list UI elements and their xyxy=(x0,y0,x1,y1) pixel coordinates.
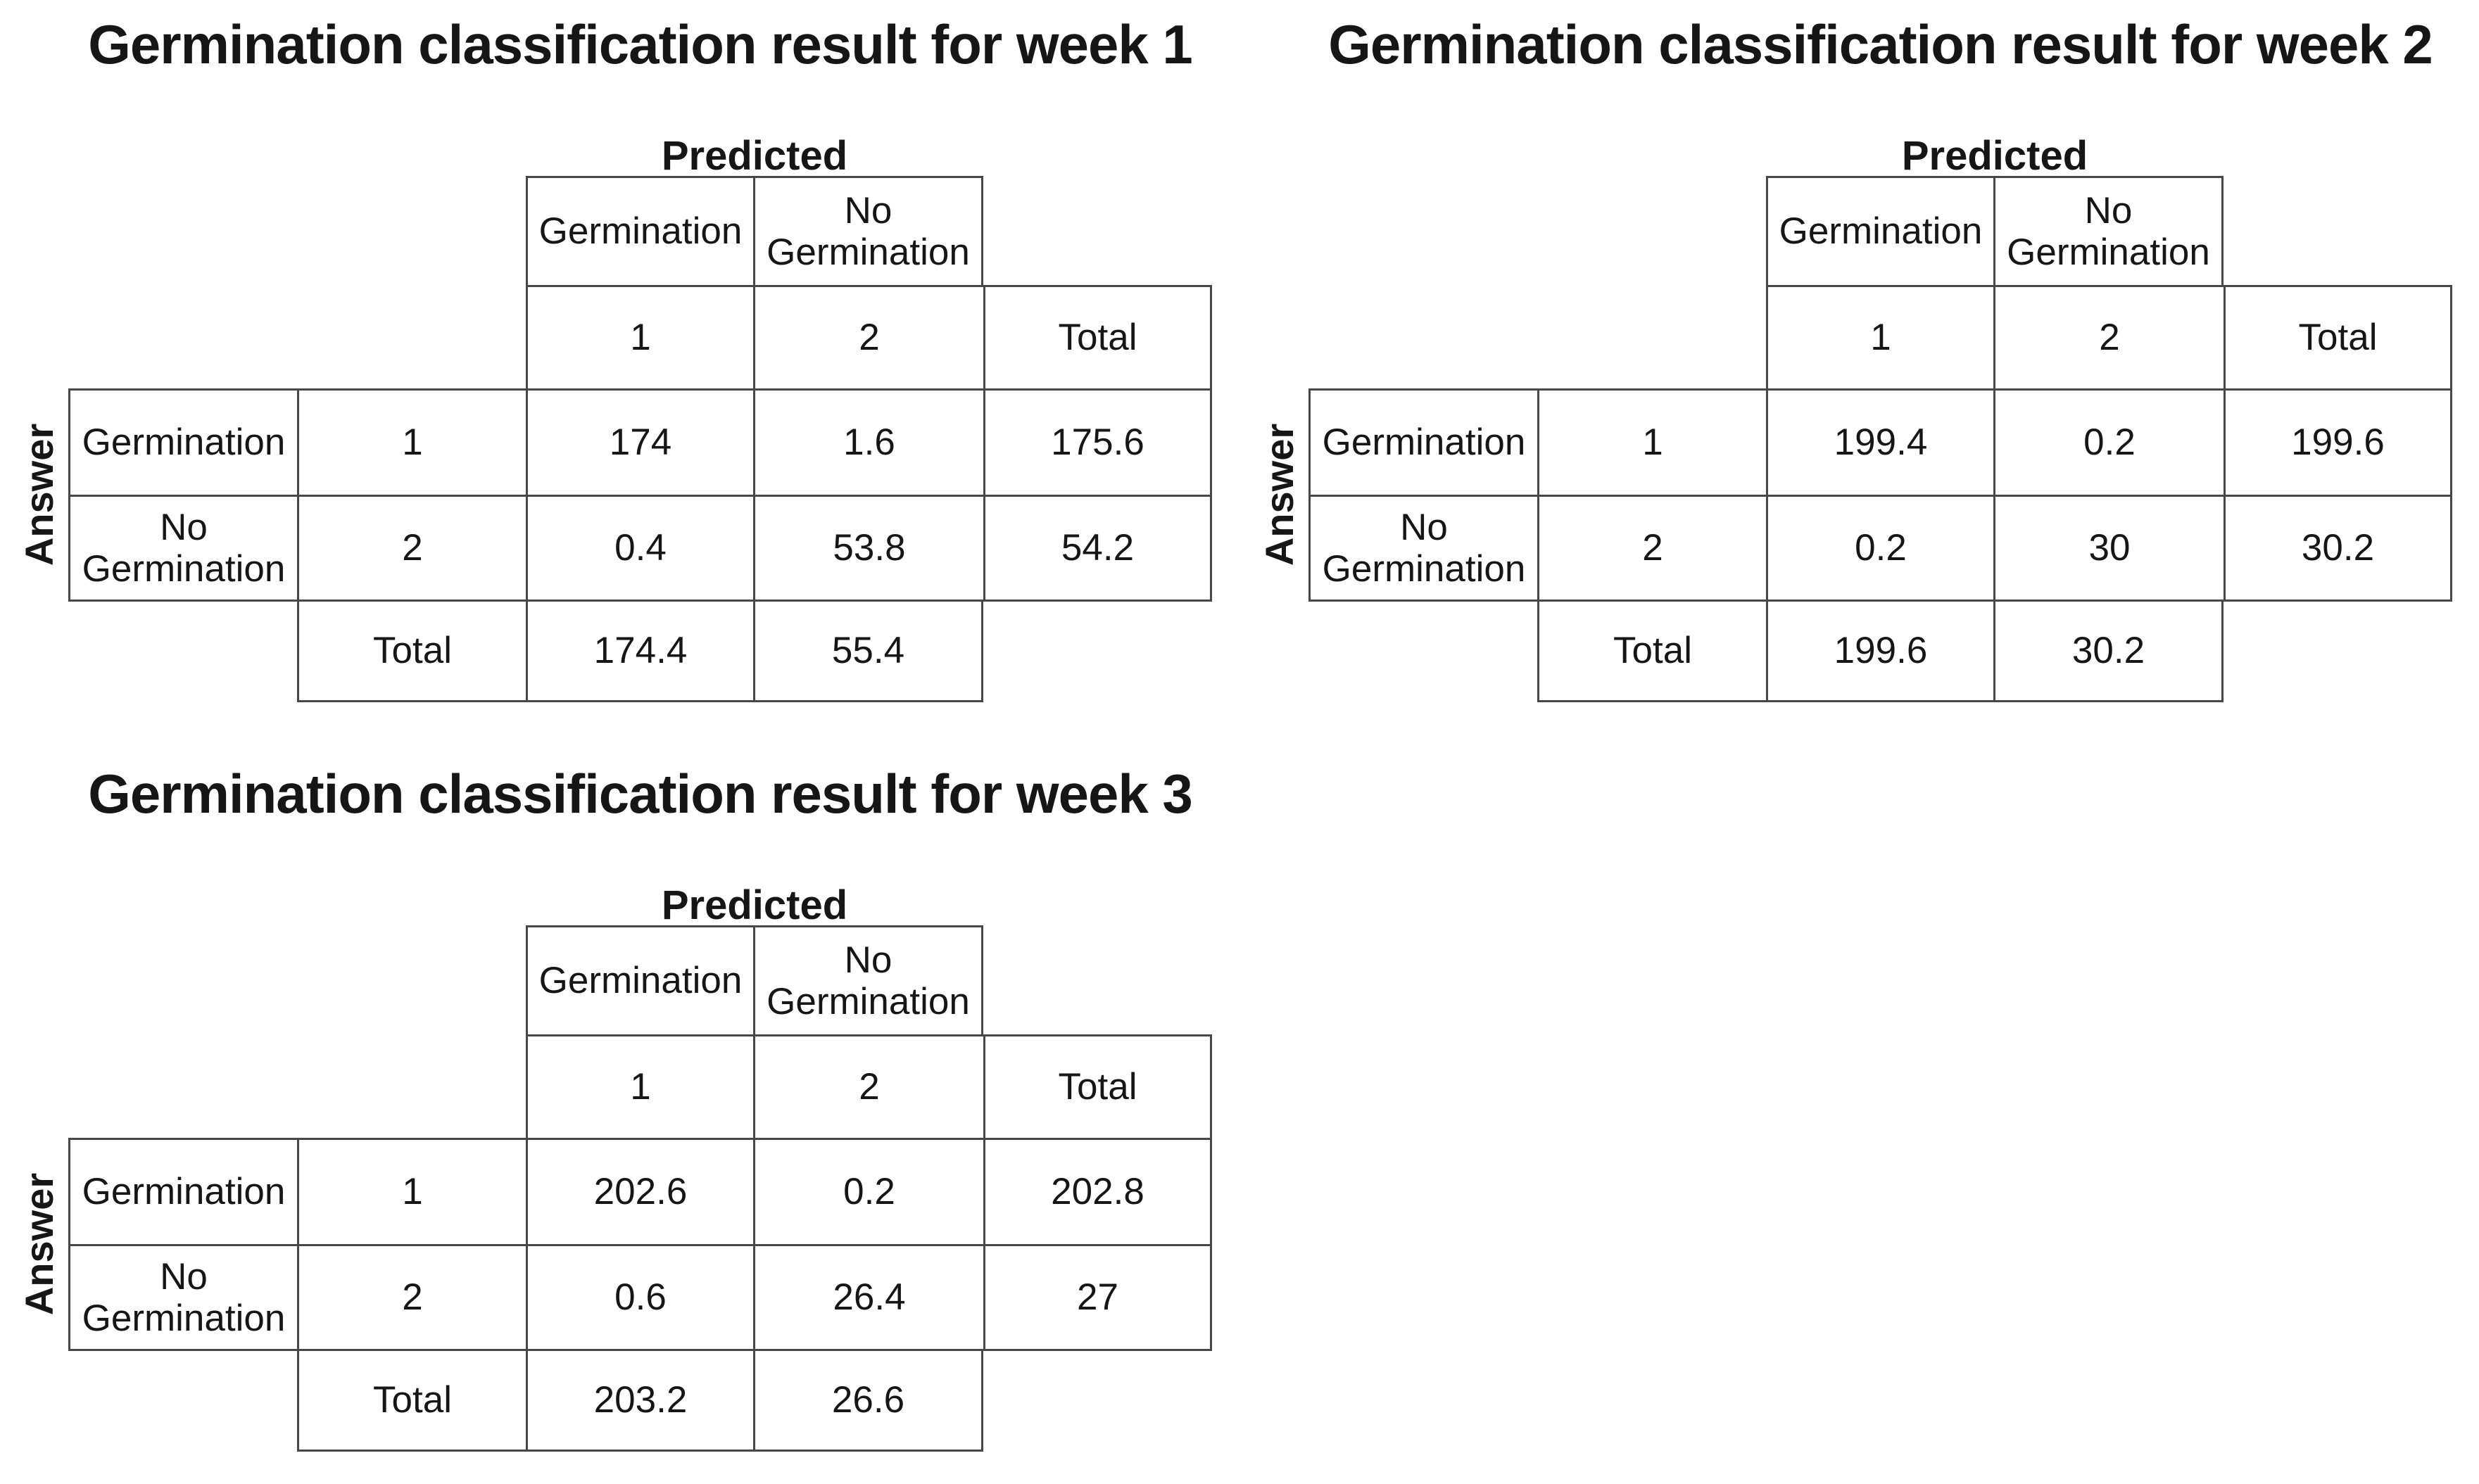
row-code-cell: 2 xyxy=(297,1244,526,1351)
matrix-cell: 0.2 xyxy=(753,1138,983,1244)
row-total-cell: 27 xyxy=(983,1244,1212,1351)
matrix-cell: 0.4 xyxy=(526,495,753,602)
code-cell-2: 2 xyxy=(1993,285,2223,388)
header-cell-no-germination: No Germination xyxy=(1993,176,2223,285)
matrix-cell: 26.4 xyxy=(753,1244,983,1351)
code-cell-2: 2 xyxy=(753,1034,983,1138)
code-cell-1: 1 xyxy=(1766,285,1993,388)
row-total-cell: 30.2 xyxy=(2223,495,2452,602)
row-total-cell: 202.8 xyxy=(983,1138,1212,1244)
table-title-week-3: Germination classification result for we… xyxy=(88,763,1193,825)
matrix-cell: 30 xyxy=(1993,495,2223,602)
column-total-cell: 203.2 xyxy=(526,1351,753,1452)
total-row-label: Total xyxy=(1537,602,1766,702)
answer-axis-label: Answer xyxy=(16,423,61,566)
confusion-table-week-3: Germination classification result for we… xyxy=(17,749,1212,1461)
predicted-axis-label: Predicted xyxy=(1901,133,2088,179)
row-label-no-germination: No Germination xyxy=(68,495,297,602)
predicted-axis-label: Predicted xyxy=(661,882,848,928)
header-cell-no-germination: No Germination xyxy=(753,925,983,1034)
row-code-cell: 2 xyxy=(297,495,526,602)
code-cell-1: 1 xyxy=(526,285,753,388)
confusion-table-week-1: Germination classification result for we… xyxy=(17,0,1212,712)
row-code-cell: 2 xyxy=(1537,495,1766,602)
matrix-cell: 0.6 xyxy=(526,1244,753,1351)
column-total-cell: 30.2 xyxy=(1993,602,2223,702)
matrix-cell: 174 xyxy=(526,388,753,495)
row-label-no-germination: No Germination xyxy=(1308,495,1537,602)
header-cell-no-germination: No Germination xyxy=(753,176,983,285)
row-total-cell: 54.2 xyxy=(983,495,1212,602)
column-total-cell: 55.4 xyxy=(753,602,983,702)
code-cell-2: 2 xyxy=(753,285,983,388)
row-code-cell: 1 xyxy=(297,388,526,495)
row-label-germination: Germination xyxy=(68,388,297,495)
confusion-grid: Germination No Germination 1 2 Total Ger… xyxy=(68,176,1212,702)
row-total-cell: 199.6 xyxy=(2223,388,2452,495)
answer-axis-label: Answer xyxy=(16,1172,61,1316)
row-code-cell: 1 xyxy=(1537,388,1766,495)
matrix-cell: 199.4 xyxy=(1766,388,1993,495)
header-cell-germination: Germination xyxy=(1766,176,1993,285)
confusion-grid: Germination No Germination 1 2 Total Ger… xyxy=(1308,176,2452,702)
total-header-cell: Total xyxy=(983,285,1212,388)
row-label-germination: Germination xyxy=(68,1138,297,1244)
table-title-week-1: Germination classification result for we… xyxy=(88,13,1193,75)
code-cell-1: 1 xyxy=(526,1034,753,1138)
row-label-germination: Germination xyxy=(1308,388,1537,495)
row-total-cell: 175.6 xyxy=(983,388,1212,495)
column-total-cell: 199.6 xyxy=(1766,602,1993,702)
header-cell-germination: Germination xyxy=(526,925,753,1034)
column-total-cell: 174.4 xyxy=(526,602,753,702)
total-header-cell: Total xyxy=(2223,285,2452,388)
answer-axis-label: Answer xyxy=(1256,423,1301,566)
column-total-cell: 26.6 xyxy=(753,1351,983,1452)
confusion-grid: Germination No Germination 1 2 Total Ger… xyxy=(68,925,1212,1452)
matrix-cell: 1.6 xyxy=(753,388,983,495)
matrix-cell: 53.8 xyxy=(753,495,983,602)
matrix-cell: 0.2 xyxy=(1993,388,2223,495)
total-row-label: Total xyxy=(297,602,526,702)
header-cell-germination: Germination xyxy=(526,176,753,285)
row-code-cell: 1 xyxy=(297,1138,526,1244)
matrix-cell: 0.2 xyxy=(1766,495,1993,602)
confusion-table-week-2: Germination classification result for we… xyxy=(1257,0,2452,712)
total-header-cell: Total xyxy=(983,1034,1212,1138)
predicted-axis-label: Predicted xyxy=(661,133,848,179)
table-title-week-2: Germination classification result for we… xyxy=(1328,13,2433,75)
row-label-no-germination: No Germination xyxy=(68,1244,297,1351)
total-row-label: Total xyxy=(297,1351,526,1452)
matrix-cell: 202.6 xyxy=(526,1138,753,1244)
